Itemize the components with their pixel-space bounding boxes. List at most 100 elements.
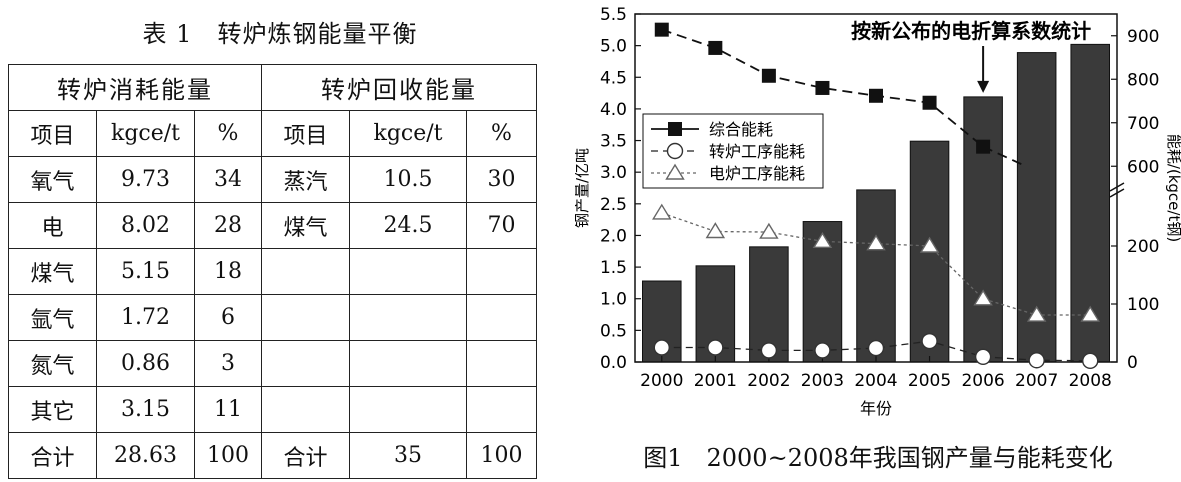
table-cell <box>466 386 537 433</box>
series-marker <box>707 339 724 356</box>
y-tick-label: 3.0 <box>600 163 627 183</box>
table-cell: 8.02 <box>96 202 195 249</box>
table-cell: 其它 <box>8 386 97 433</box>
legend-label: 电炉工序能耗 <box>709 164 805 183</box>
series-line <box>982 145 1027 168</box>
table-cell: 氧气 <box>8 156 97 203</box>
series-marker <box>812 232 833 249</box>
series-marker <box>921 332 938 350</box>
legend-marker <box>668 122 682 136</box>
x-tick-label: 2000 <box>640 371 683 391</box>
energy-balance-table: 转炉消耗能量 转炉回收能量 项目 kgce/t % 项目 kgce/t % 氧气… <box>8 64 537 479</box>
table-cell: 28.63 <box>96 432 195 479</box>
column-header: % <box>194 110 262 157</box>
series-marker <box>652 203 672 220</box>
table-cell <box>349 340 467 387</box>
table-row: 煤气 5.15 18 <box>8 248 537 295</box>
production-energy-chart: 0.0 0.5 1.0 1.5 2.0 2.5 3.0 3.5 4.0 4.5 5.0 5.5 0 100… <box>575 5 1181 418</box>
table-cell: 34 <box>194 156 262 203</box>
x-tick-label: 2008 <box>1069 371 1112 391</box>
table-cell: 合计 <box>8 432 97 479</box>
table-row: 电 8.02 28 煤气 24.5 70 <box>8 202 537 249</box>
table-cell: 30 <box>466 156 537 203</box>
table-cell: 11 <box>194 386 262 433</box>
table-cell <box>261 294 350 341</box>
y2-tick-label: 900 <box>1127 27 1159 47</box>
x-axis-label: 年份 <box>860 399 892 418</box>
x-tick-label: 2004 <box>854 371 897 391</box>
table-cell: 煤气 <box>261 202 350 249</box>
y-tick-label: 5.5 <box>600 5 627 25</box>
group-header-recovery: 转炉回收能量 <box>261 64 537 111</box>
table-cell: 氮气 <box>8 340 97 387</box>
y-tick-label: 1.0 <box>600 290 627 310</box>
table-cell: 9.73 <box>96 156 195 203</box>
table-group-row: 转炉消耗能量 转炉回收能量 <box>8 64 537 111</box>
y2-tick-label: 700 <box>1127 114 1159 134</box>
bar <box>802 221 843 363</box>
y-tick-label: 4.0 <box>600 100 627 120</box>
table-cell: 合计 <box>261 432 350 479</box>
column-header: kgce/t <box>349 110 467 157</box>
y2-tick-label: 200 <box>1127 237 1159 257</box>
series-marker <box>761 68 776 83</box>
figure-caption: 图1 2000~2008年我国钢产量与能耗变化 <box>643 444 1113 472</box>
series-marker <box>922 95 937 110</box>
annotation-arrow-head <box>977 80 990 93</box>
y2-tick-label: 100 <box>1127 295 1159 315</box>
table-cell <box>261 386 350 433</box>
x-tick-label: 2006 <box>961 371 1004 391</box>
series-marker <box>973 289 993 306</box>
table-cell: 70 <box>466 202 537 249</box>
table-cell: 6 <box>194 294 262 341</box>
series-marker <box>869 88 883 103</box>
table-cell <box>466 248 537 295</box>
table-row: 其它 3.15 11 <box>8 386 537 433</box>
table-cell: 18 <box>194 248 262 295</box>
y-tick-label: 0.5 <box>600 321 627 341</box>
table-cell <box>261 248 350 295</box>
series-marker <box>654 22 669 37</box>
table-row: 氧气 9.73 34 蒸汽 10.5 30 <box>8 156 537 203</box>
series-marker <box>866 234 886 251</box>
legend-marker <box>665 163 685 180</box>
x-tick-label: 2003 <box>801 371 844 391</box>
table-cell <box>349 386 467 433</box>
table-cell: 电 <box>8 202 97 249</box>
series-marker <box>974 348 992 365</box>
table-cell: 28 <box>194 202 262 249</box>
table-cell: 10.5 <box>349 156 467 203</box>
legend-label: 转炉工序能耗 <box>709 142 805 161</box>
series-marker <box>653 339 670 356</box>
table-cell: 5.15 <box>96 248 195 295</box>
series-marker <box>759 222 779 239</box>
table-cell <box>466 294 537 341</box>
series-marker <box>815 80 830 95</box>
y-tick-label: 4.5 <box>600 68 627 88</box>
y-tick-label: 2.5 <box>600 195 627 215</box>
series-marker <box>708 40 723 55</box>
table-panel: 表 1 转炉炼钢能量平衡 转炉消耗能量 转炉回收能量 项目 kgce/t % 项… <box>0 0 560 482</box>
y2-tick-label: 800 <box>1127 70 1159 90</box>
x-tick-label: 2001 <box>694 371 737 391</box>
table-cell: 氩气 <box>8 294 97 341</box>
table-total-row: 合计 28.63 100 合计 35 100 <box>8 432 537 479</box>
x-tick-label: 2002 <box>747 371 790 391</box>
table-cell: 0.86 <box>96 340 195 387</box>
table-row: 氮气 0.86 3 <box>8 340 537 387</box>
x-tick-label: 2007 <box>1015 371 1058 391</box>
table-cell: 3.15 <box>96 386 195 433</box>
bar <box>749 246 789 363</box>
axis-break-mark <box>1109 188 1125 198</box>
column-header: 项目 <box>261 110 350 157</box>
bar <box>856 189 896 363</box>
legend-label: 综合能耗 <box>709 120 773 139</box>
table-cell <box>349 248 467 295</box>
table-row: 氩气 1.72 6 <box>8 294 537 341</box>
series-marker <box>1026 305 1047 322</box>
y2-tick-label: 0 <box>1127 353 1138 373</box>
table-cell <box>261 340 350 387</box>
table-cell: 蒸汽 <box>261 156 350 203</box>
table-cell: 100 <box>194 432 262 479</box>
column-header: 项目 <box>8 110 97 157</box>
